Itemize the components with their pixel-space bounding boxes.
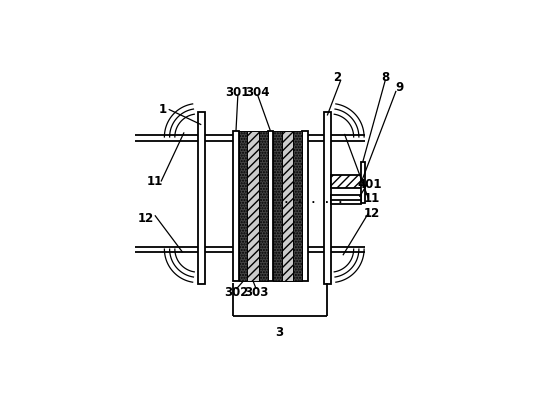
Text: 3: 3 (275, 326, 284, 339)
Bar (361, 162, 365, 203)
Text: 1: 1 (158, 103, 167, 116)
Text: . . . . .: . . . . . (283, 195, 343, 205)
Bar (302, 131, 308, 281)
Text: 303: 303 (244, 286, 268, 298)
Bar (282, 131, 293, 281)
Text: 2: 2 (334, 71, 342, 83)
Text: 12: 12 (137, 212, 154, 225)
Bar (330, 196, 361, 203)
Text: 401: 401 (358, 178, 382, 191)
Bar (268, 131, 273, 281)
Bar (247, 131, 259, 281)
Text: 302: 302 (224, 286, 248, 298)
Text: 12: 12 (363, 207, 379, 220)
Bar (324, 113, 330, 284)
Bar (293, 131, 302, 281)
Text: 9: 9 (395, 81, 403, 94)
Bar (198, 113, 205, 284)
Text: 11: 11 (363, 192, 379, 205)
Bar (273, 131, 282, 281)
Bar (239, 131, 247, 281)
Text: 8: 8 (381, 71, 390, 83)
Text: 301: 301 (226, 86, 250, 99)
Bar (259, 131, 268, 281)
Text: 11: 11 (147, 175, 163, 188)
Bar (331, 175, 362, 188)
Bar (233, 131, 239, 281)
Text: 304: 304 (246, 86, 270, 99)
